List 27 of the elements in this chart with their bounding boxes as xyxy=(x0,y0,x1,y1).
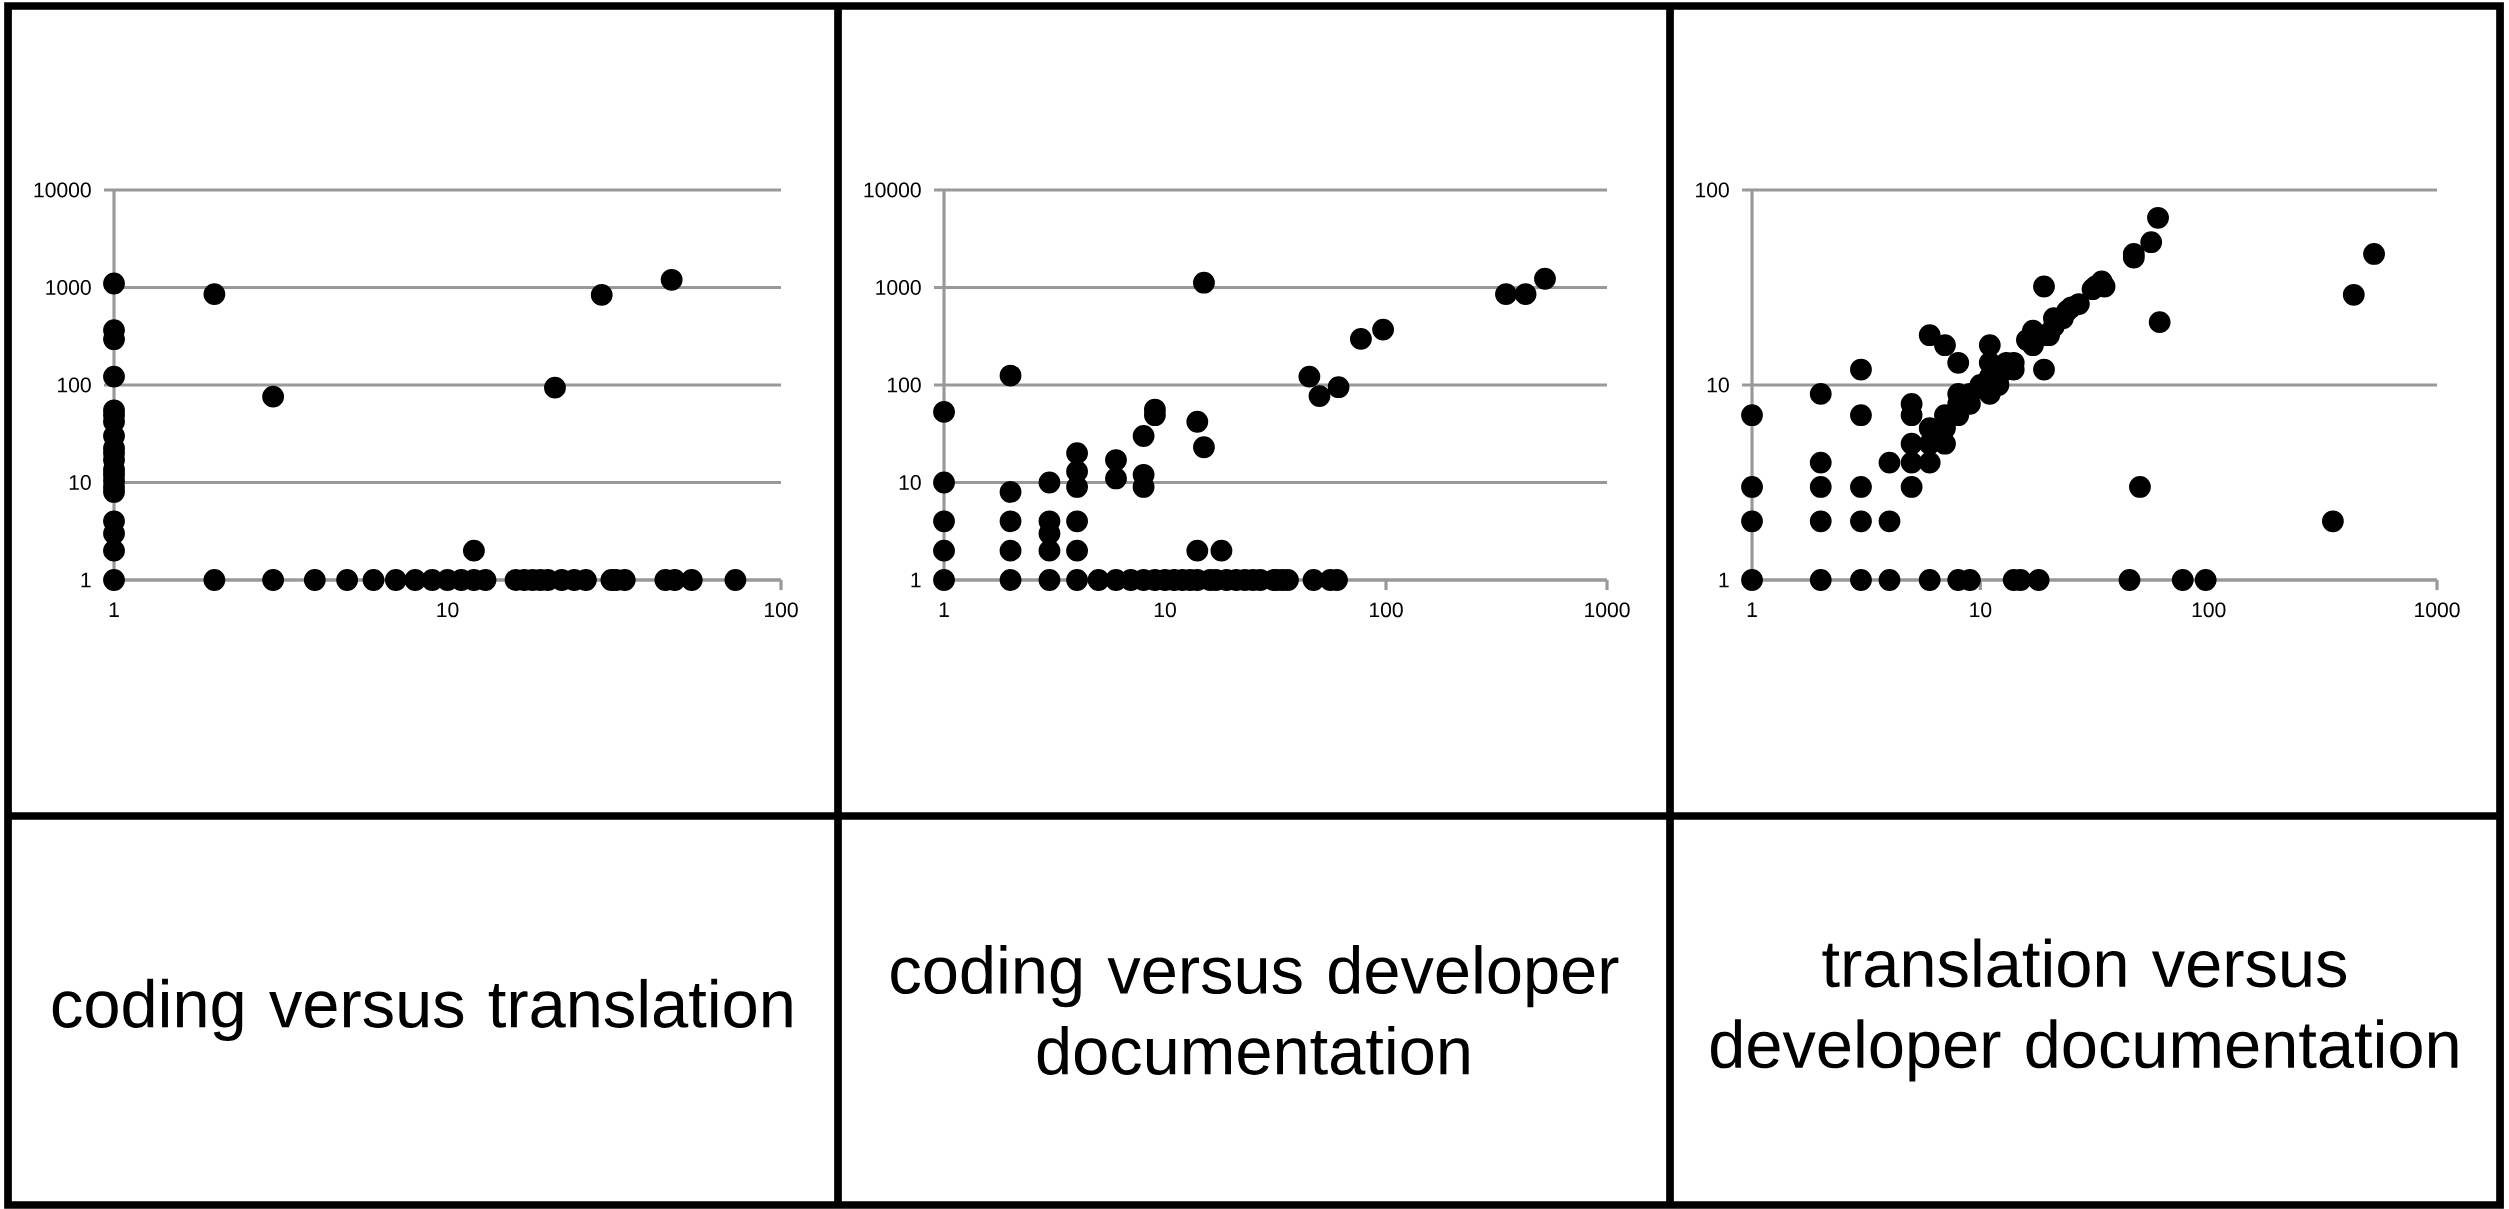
y-tick-label: 1000 xyxy=(46,280,91,295)
x-tick-label: 1 xyxy=(939,602,949,617)
x-tick-label: 100 xyxy=(1370,602,1403,618)
y-tick-label: 10 xyxy=(1707,377,1729,393)
y-tick-label: 100 xyxy=(888,377,921,393)
x-tick-label: 1 xyxy=(109,602,119,617)
y-tick-label: 10 xyxy=(69,475,91,490)
y-tick-label: 1 xyxy=(81,572,91,588)
y-tick-label: 100 xyxy=(1696,182,1729,198)
y-tick-label: 10 xyxy=(899,475,921,490)
x-tick-label: 1000 xyxy=(1585,602,1630,618)
y-tick-label: 1 xyxy=(911,572,921,588)
text: translation versus developer documentation xyxy=(1711,938,2458,1082)
x-tick-label: 10 xyxy=(437,602,459,618)
x-tick-label: 10 xyxy=(1970,602,1992,618)
x-tick-label: 100 xyxy=(765,602,798,618)
y-tick-label: 10000 xyxy=(864,182,921,198)
x-tick-label: 10 xyxy=(1154,602,1176,618)
x-tick-label: 1 xyxy=(1747,602,1757,617)
y-tick-label: 10000 xyxy=(34,182,91,198)
y-tick-label: 1 xyxy=(1719,572,1729,588)
text: coding versus translation xyxy=(52,978,792,1042)
x-tick-label: 100 xyxy=(2192,602,2226,618)
y-tick-label: 100 xyxy=(58,377,91,393)
x-tick-label: 1000 xyxy=(2415,602,2460,618)
text: coding versus developer documentation xyxy=(891,945,1619,1075)
y-tick-label: 1000 xyxy=(876,280,921,295)
